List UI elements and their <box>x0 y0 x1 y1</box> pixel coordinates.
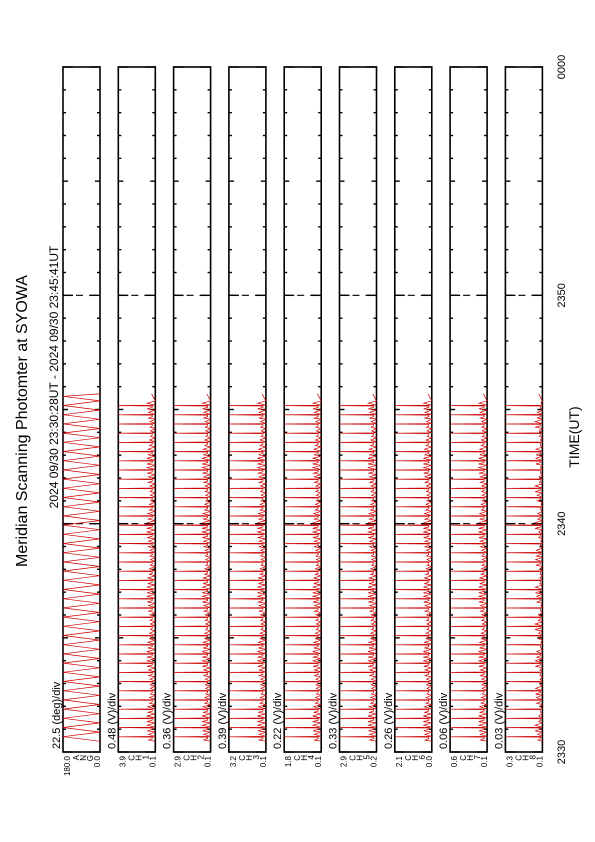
data-trace <box>450 393 489 742</box>
channel-label-char: C <box>514 755 523 761</box>
data-trace <box>505 393 544 742</box>
channel-label-char: 3 <box>252 754 261 759</box>
x-tick-label: 2330 <box>556 740 568 764</box>
channel-label-char: 6 <box>418 754 427 759</box>
y-top-label: 2.1 <box>395 755 404 767</box>
channel-label-char: 7 <box>473 754 482 759</box>
channel-label-char: H <box>134 755 143 761</box>
channel-label-char: 4 <box>307 754 316 759</box>
y-top-label: 0.3 <box>505 755 514 767</box>
channel-label-char: H <box>521 755 530 761</box>
data-trace <box>394 393 434 742</box>
x-tick-label: 2350 <box>556 283 568 307</box>
y-top-label: 180.0 <box>63 755 72 776</box>
panel-scale-label: 0.22 (V)/div <box>272 692 284 749</box>
y-top-label: 3.2 <box>229 755 238 767</box>
y-top-label: 3.9 <box>118 755 127 767</box>
y-top-label: 1.8 <box>284 755 293 767</box>
y-bottom-label: 0.2 <box>370 755 379 767</box>
y-bottom-label: 0.1 <box>148 755 157 767</box>
channel-label-char: C <box>404 755 413 761</box>
channel-label-char: H <box>466 755 475 761</box>
channel-label-char: C <box>238 755 247 761</box>
y-bottom-label: 0.1 <box>204 755 213 767</box>
y-bottom-label: 0.0 <box>93 755 102 767</box>
chart-subtitle: 2024 09/30 23:30:28UT - 2024 09/30 23:45… <box>47 245 61 508</box>
panel-scale-label: 0.03 (V)/div <box>493 692 505 749</box>
channel-label-char: C <box>349 755 358 761</box>
channel-label-char: C <box>293 755 302 761</box>
y-bottom-label: 0.0 <box>425 755 434 767</box>
panel-scale-label: 0.48 (V)/div <box>106 692 118 749</box>
chart-title: Meridian Scanning Photomter at SYOWA <box>14 275 31 567</box>
x-tick-label: 2340 <box>556 511 568 535</box>
panel-frame <box>504 66 544 753</box>
panel-scale-label: 0.36 (V)/div <box>162 692 174 749</box>
data-trace <box>62 393 101 742</box>
channel-label-char: 8 <box>528 754 537 759</box>
panel-scale-label: 0.26 (V)/div <box>383 692 395 749</box>
channel-label-char: N <box>79 755 88 761</box>
channel-label-char: 2 <box>197 754 206 759</box>
x-tick-label: 0000 <box>556 55 568 79</box>
channel-label-char: 1 <box>141 754 150 759</box>
channel-label-char: C <box>127 755 136 761</box>
y-top-label: 2.9 <box>174 755 183 767</box>
y-top-label: 0.6 <box>450 755 459 767</box>
channel-label-char: C <box>183 755 192 761</box>
data-trace <box>228 393 268 742</box>
x-tick-labels: 2330 2340 2350 0000 <box>556 55 568 764</box>
y-top-label: 2.9 <box>340 755 349 767</box>
y-bottom-label: 0.1 <box>480 755 489 767</box>
panel-scale-label: 22.5 (deg)/div <box>51 681 63 749</box>
panel-scale-label: 0.39 (V)/div <box>217 692 229 749</box>
data-trace <box>284 393 323 742</box>
y-bottom-label: 0.1 <box>535 755 544 767</box>
x-axis-label: TIME(UT) <box>566 406 582 467</box>
channel-label-char: A <box>72 754 81 760</box>
channel-label-char: G <box>86 755 95 761</box>
y-bottom-label: 0.1 <box>259 755 268 767</box>
data-trace <box>339 393 378 742</box>
data-trace <box>173 393 212 742</box>
y-bottom-label: 0.1 <box>314 755 323 767</box>
data-trace <box>118 393 157 742</box>
channel-label-char: C <box>459 755 468 761</box>
channel-label-char: H <box>300 755 309 761</box>
channel-label-char: 5 <box>363 754 372 759</box>
channel-label-char: H <box>411 755 420 761</box>
channel-label-char: H <box>356 755 365 761</box>
panel-scale-label: 0.33 (V)/div <box>328 692 340 749</box>
channel-label-char: H <box>190 755 199 761</box>
channel-label-char: H <box>245 755 254 761</box>
panel-scale-label: 0.06 (V)/div <box>438 692 450 749</box>
